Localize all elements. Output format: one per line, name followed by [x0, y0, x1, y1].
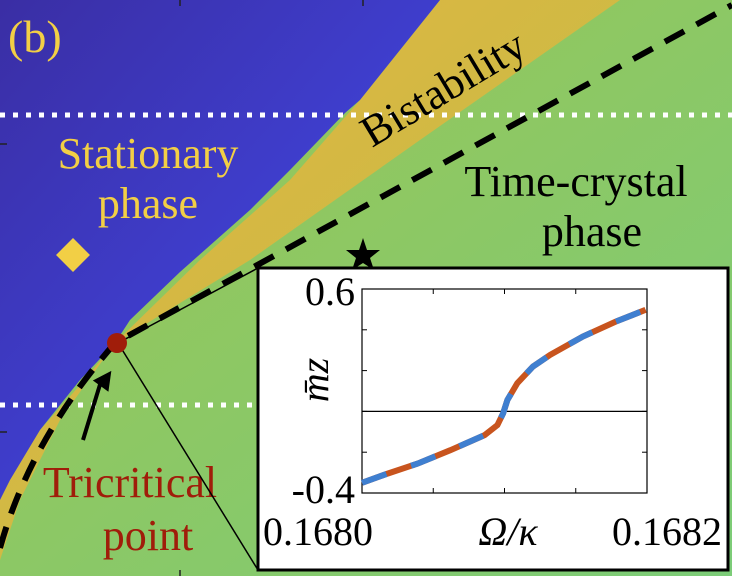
stationary-label-1: Stationary — [58, 129, 239, 178]
axis-ticks — [0, 0, 364, 576]
tricritical-label-2: point — [103, 511, 193, 560]
tricritical-label-1: Tricritical — [43, 458, 217, 507]
x-tick-label-right: 0.1682 — [612, 509, 722, 554]
stationary-label-2: phase — [98, 179, 198, 228]
arrow-head — [92, 370, 112, 392]
y-tick-label-top: 0.6 — [305, 269, 355, 314]
stationary-region — [0, 0, 440, 500]
x-tick-label-left: 0.1680 — [263, 509, 373, 554]
arrow-shaft — [81, 377, 104, 441]
panel-label: (b) — [8, 11, 62, 62]
y-axis-label: m̄z — [292, 357, 337, 402]
connector-line-bottom — [117, 342, 259, 571]
connector-line-top — [117, 267, 259, 344]
inset-plot: 0.6 -0.4 0.1680 0.1682 Ω/κ m̄z — [256, 266, 730, 572]
y-tick-label-bottom: -0.4 — [292, 467, 355, 512]
x-axis-label: Ω/κ — [478, 509, 538, 554]
inset-frame — [256, 266, 730, 572]
time-crystal-label-2: phase — [542, 207, 642, 256]
time-crystal-label-1: Time-crystal — [464, 157, 687, 206]
star-marker — [346, 238, 380, 270]
phase-boundary-dashed — [0, 2, 732, 549]
tricritical-point-marker — [107, 333, 127, 353]
series-line-blue — [360, 307, 647, 486]
